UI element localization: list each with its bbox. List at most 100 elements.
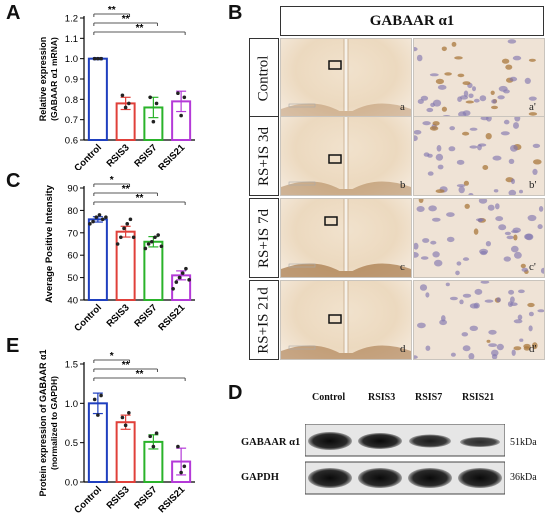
y-tick-label-e-3: 1.5 [65, 360, 78, 371]
histology-row-label-3: RS+IS 21d [249, 280, 279, 360]
data-point-a-rsis7-0 [148, 95, 152, 100]
significance-label-c-1: ** [122, 184, 130, 195]
histology-header-label: GABAAR α1 [369, 12, 455, 29]
x-tick-label-e-rsis21: RSIS21 [156, 484, 187, 515]
panel-letter-a: A [6, 2, 21, 24]
y-axis-label-e: Protein expression of GABAAR α1 [38, 349, 48, 496]
bar-c-rsis7 [143, 240, 164, 302]
wb-blot-image [305, 424, 505, 495]
data-point-c-rsis21-1 [174, 280, 179, 284]
y-tick-label-c-1: 50 [67, 273, 78, 284]
histology-high-mag-3 [413, 280, 545, 360]
y-tick-label-e-1: 0.5 [65, 438, 78, 449]
significance-label-c-0: * [110, 175, 114, 186]
wb-band-gapdh-rsis21 [458, 468, 502, 488]
bar-c-control [87, 218, 108, 301]
wb-row-label-gabaar: GABAAR α1 [241, 437, 301, 448]
wb-column-control: Control [312, 392, 346, 403]
data-point-c-rsis7-1 [146, 242, 151, 246]
significance-label-a-2: ** [136, 23, 144, 34]
chart-e-protein-expression: 0.0 0.5 1.0 1.5 Protein expression of GABAAR… [38, 349, 195, 516]
y-tick-label-e-0: 0.0 [65, 478, 78, 489]
data-point-e-control-0 [92, 397, 97, 402]
y-tick-label-c-4: 80 [67, 206, 78, 217]
y-tick-label-a-1: 0.7 [65, 115, 78, 126]
histology-tag-right-1: b' [529, 179, 537, 191]
histology-row-label-text-1: RS+IS 3d [255, 126, 272, 186]
data-point-a-rsis3-0 [120, 93, 125, 98]
histology-tag-left-3: d [400, 343, 406, 355]
bar-a-control [87, 57, 108, 142]
histology-row-label-0: Control [249, 38, 279, 118]
histology-row-label-2: RS+IS 7d [249, 198, 279, 278]
x-tick-label-c-rsis3: RSIS3 [105, 302, 132, 329]
significance-label-a-0: ** [108, 5, 116, 16]
histology-tag-left-2: c [400, 261, 405, 273]
data-point-e-rsis21-2 [182, 464, 187, 469]
y-axis-label-c: Average Positive Intensity [44, 184, 55, 303]
data-point-c-control-4 [100, 217, 105, 222]
significance-label-e-1: ** [122, 360, 130, 371]
histology-high-mag-1 [413, 116, 545, 196]
data-point-a-control-2 [99, 56, 103, 61]
data-point-c-rsis7-4 [156, 233, 160, 237]
histology-high-mag-2 [413, 198, 545, 278]
wb-band-gapdh-rsis3 [358, 468, 402, 488]
y-tick-label-c-3: 70 [67, 228, 78, 239]
data-point-c-rsis21-5 [187, 278, 191, 282]
histology-row-label-1: RS+IS 3d [249, 116, 279, 196]
histology-tag-left-1: b [400, 179, 406, 191]
data-point-c-control-3 [97, 213, 102, 217]
y-tick-label-a-6: 1.2 [65, 14, 78, 25]
data-point-c-control-0 [88, 222, 92, 226]
data-point-a-rsis3-2 [127, 101, 131, 106]
x-tick-label-c-control: Control [72, 302, 104, 334]
histology-low-mag-1 [280, 116, 412, 196]
y-tick-label-c-0: 40 [67, 296, 78, 307]
histology-high-mag-0 [413, 38, 545, 118]
histology-low-mag-0 [280, 38, 412, 118]
y-tick-label-a-4: 1.0 [65, 54, 78, 65]
chart-c-positive-intensity: 40 50 60 70 80 90 Average Positive Intensity Co… [44, 175, 195, 334]
histology-header: GABAAR α1 [280, 6, 544, 36]
histology-row-label-text-0: Control [255, 55, 272, 101]
data-point-c-rsis3-4 [128, 217, 133, 222]
wb-column-rsis3: RSIS3 [368, 392, 396, 403]
bar-c-rsis3 [115, 230, 136, 301]
data-point-a-control-1 [96, 56, 100, 61]
data-point-c-rsis21-4 [184, 266, 188, 271]
y-tick-label-c-5: 90 [67, 184, 78, 195]
wb-column-rsis7: RSIS7 [415, 392, 443, 403]
panel-letter-b: B [228, 2, 243, 24]
wb-band-gapdh-control [308, 468, 352, 488]
data-point-a-rsis21-0 [176, 91, 180, 96]
y-tick-label-a-5: 1.1 [65, 34, 78, 45]
data-point-c-rsis3-1 [119, 235, 123, 240]
x-tick-label-e-control: Control [72, 484, 104, 516]
y-tick-label-a-0: 0.6 [65, 136, 78, 147]
data-point-c-rsis7-0 [143, 246, 148, 251]
data-point-c-rsis3-0 [115, 242, 120, 246]
data-point-a-control-0 [92, 56, 97, 61]
x-tick-label-e-rsis3: RSIS3 [105, 484, 132, 511]
data-point-c-rsis21-3 [180, 271, 185, 275]
histology-tag-left-0: a [400, 101, 405, 113]
panel-letter-d: D [228, 382, 243, 404]
data-point-e-control-2 [99, 393, 103, 398]
histology-tag-right-2: c' [529, 261, 536, 273]
data-point-c-control-5 [104, 215, 108, 219]
histology-low-mag-3 [280, 280, 412, 360]
data-point-e-rsis7-0 [148, 434, 152, 439]
y-tick-label-e-2: 1.0 [65, 399, 78, 410]
data-point-c-rsis21-0 [171, 287, 175, 291]
y-tick-label-a-3: 0.9 [65, 75, 78, 86]
data-point-e-rsis7-2 [154, 431, 159, 436]
data-point-c-rsis3-3 [125, 222, 130, 226]
data-point-e-rsis21-0 [176, 444, 180, 449]
significance-label-a-1: ** [122, 14, 130, 25]
data-point-c-rsis21-2 [177, 275, 182, 280]
wb-size-gabaar: 51kDa [510, 437, 537, 448]
data-point-c-control-1 [91, 219, 95, 224]
histology-row-label-text-2: RS+IS 7d [255, 208, 272, 268]
data-point-a-rsis7-2 [154, 101, 159, 106]
